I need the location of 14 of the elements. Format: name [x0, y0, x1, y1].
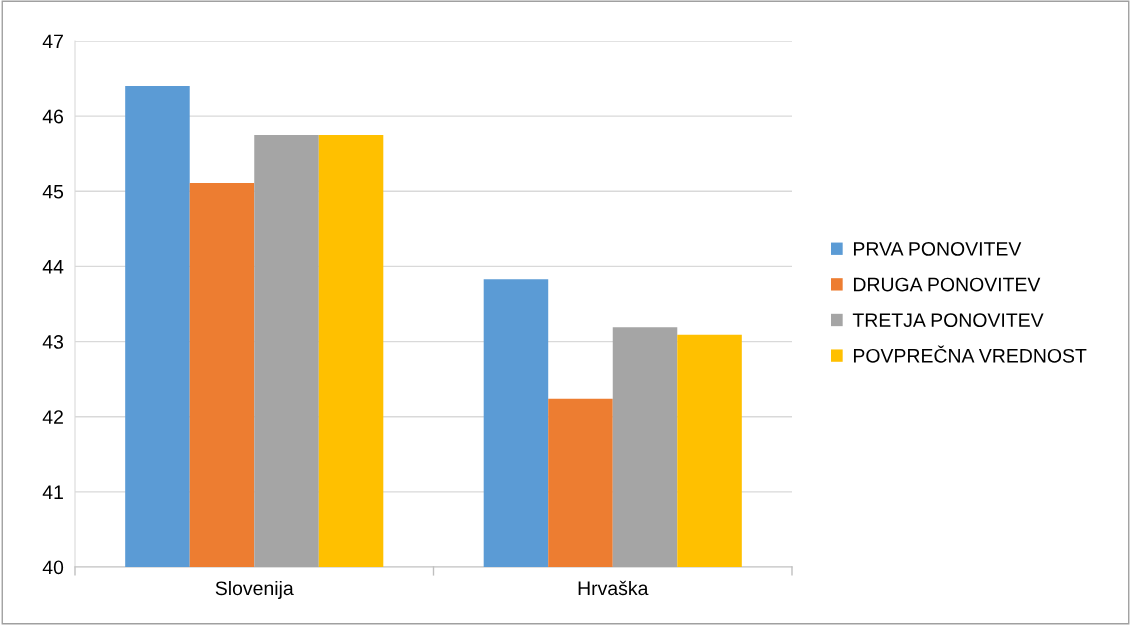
legend-label: TRETJA PONOVITEV — [852, 313, 1044, 328]
y-tick-label: 44 — [42, 260, 64, 274]
y-tick-label: 41 — [42, 485, 63, 499]
y-tick-label: 43 — [42, 335, 64, 349]
y-tick-label: 47 — [42, 34, 63, 49]
y-tick-label: 42 — [42, 410, 63, 424]
x-tick-label: Hrvaška — [578, 580, 649, 596]
legend-label: POVPREČNA VREDNOST — [853, 345, 1087, 363]
legend-label: DRUGA PONOVITEV — [853, 277, 1041, 292]
y-tick-label: 46 — [42, 109, 64, 124]
x-tick-label: Slovenija — [215, 580, 294, 600]
legend-label: PRVA PONOVITEV — [853, 242, 1022, 256]
y-tick-label: 40 — [42, 560, 64, 575]
y-tick-label: 45 — [42, 184, 64, 199]
